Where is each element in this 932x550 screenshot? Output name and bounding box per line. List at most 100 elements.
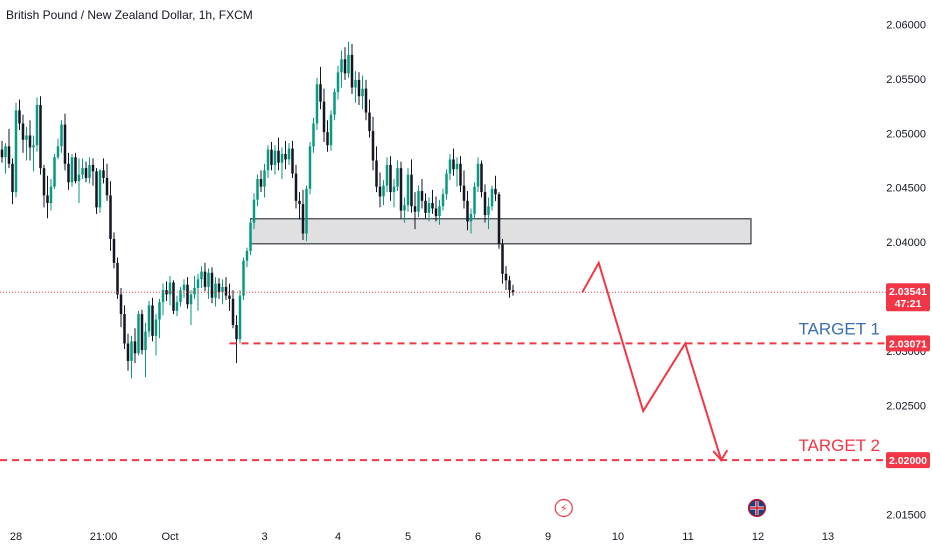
candle <box>158 298 161 339</box>
candle <box>291 140 294 178</box>
candle <box>179 286 182 307</box>
candle <box>98 169 102 213</box>
candle <box>455 157 459 187</box>
candle <box>357 72 361 105</box>
candle <box>151 297 154 342</box>
candle <box>67 152 70 190</box>
candle <box>431 189 434 214</box>
candle-body <box>203 271 207 287</box>
candle-body <box>196 279 200 288</box>
candle <box>305 185 308 242</box>
candle-body <box>378 186 382 197</box>
candle <box>46 175 49 219</box>
y-axis[interactable]: 2.06000 2.05500 2.05000 2.04500 2.04000 2.030… <box>886 19 930 522</box>
candle <box>448 153 452 181</box>
candle-body <box>452 159 455 170</box>
candle <box>487 197 490 230</box>
candle <box>294 164 298 209</box>
candle <box>466 191 469 231</box>
candle-body <box>102 170 105 178</box>
badge-text: 2.03071 <box>889 338 927 350</box>
candle <box>28 120 32 161</box>
candle-body <box>382 185 385 197</box>
candle-body <box>392 186 396 193</box>
candle-body <box>56 146 60 158</box>
candle <box>326 120 329 152</box>
candle <box>231 290 235 329</box>
candle-body <box>238 295 242 340</box>
candle <box>347 41 350 78</box>
candle <box>375 146 378 193</box>
event-circle <box>554 498 573 518</box>
candle-body <box>231 298 235 326</box>
candle-body <box>294 173 298 201</box>
candle-body <box>130 341 133 361</box>
candle-body <box>242 260 245 296</box>
candle <box>480 160 483 198</box>
candle-body <box>483 192 487 215</box>
candle-body <box>487 206 490 215</box>
candle <box>410 159 413 213</box>
candle <box>70 153 74 187</box>
candle <box>252 193 256 230</box>
candle-body <box>319 84 322 102</box>
candle-body <box>266 149 270 171</box>
lightning-event-icon[interactable]: ⚡ <box>554 498 573 518</box>
candle-body <box>154 319 158 336</box>
candle <box>378 172 382 208</box>
candle-body <box>25 135 28 140</box>
candle-body <box>144 331 147 351</box>
candle-body <box>305 188 308 234</box>
candle-body <box>11 163 14 193</box>
candle-body <box>112 238 116 263</box>
candle <box>245 247 249 268</box>
candle <box>102 158 105 184</box>
candle <box>32 135 35 172</box>
candle <box>42 164 46 208</box>
x-axis[interactable]: 28 21:00 Oct 3 4 5 6 9 10 11 12 13 <box>10 531 834 543</box>
candle-body <box>504 273 508 281</box>
candle-body <box>473 186 476 214</box>
candle <box>469 208 473 234</box>
candle <box>238 290 242 344</box>
candle-body <box>371 131 375 161</box>
candle-body <box>420 191 424 201</box>
uk-flag-event-icon[interactable] <box>747 498 767 518</box>
candle-body <box>32 145 35 148</box>
candle-body <box>315 84 319 124</box>
candle-body <box>214 283 217 298</box>
candle <box>396 160 399 192</box>
candle-body <box>336 72 340 92</box>
candle-body <box>350 54 354 88</box>
candle-body <box>77 174 81 182</box>
candle <box>361 75 364 110</box>
candle <box>392 179 396 208</box>
candle-body <box>200 271 203 280</box>
candle-body <box>81 168 84 175</box>
candle <box>18 99 21 131</box>
candle <box>161 283 165 316</box>
candle-body <box>368 112 371 132</box>
candle-body <box>389 164 392 193</box>
candle-body <box>364 88 368 113</box>
candle-body <box>459 163 462 186</box>
candle <box>88 157 91 184</box>
candle <box>123 305 126 349</box>
candle-body <box>385 164 389 186</box>
y-tick-label: 2.04500 <box>886 183 926 195</box>
candle <box>154 314 158 356</box>
candle <box>301 189 305 241</box>
candle <box>186 277 189 309</box>
candle <box>203 262 207 292</box>
candle <box>14 102 18 198</box>
candle <box>193 275 196 299</box>
candle <box>459 156 462 193</box>
candle-body <box>284 153 287 160</box>
candle-body <box>109 195 112 239</box>
candle-body <box>4 146 7 158</box>
candle-body <box>511 290 515 293</box>
candle-body <box>98 170 102 208</box>
badge-bg <box>886 452 930 469</box>
candle <box>189 290 193 326</box>
